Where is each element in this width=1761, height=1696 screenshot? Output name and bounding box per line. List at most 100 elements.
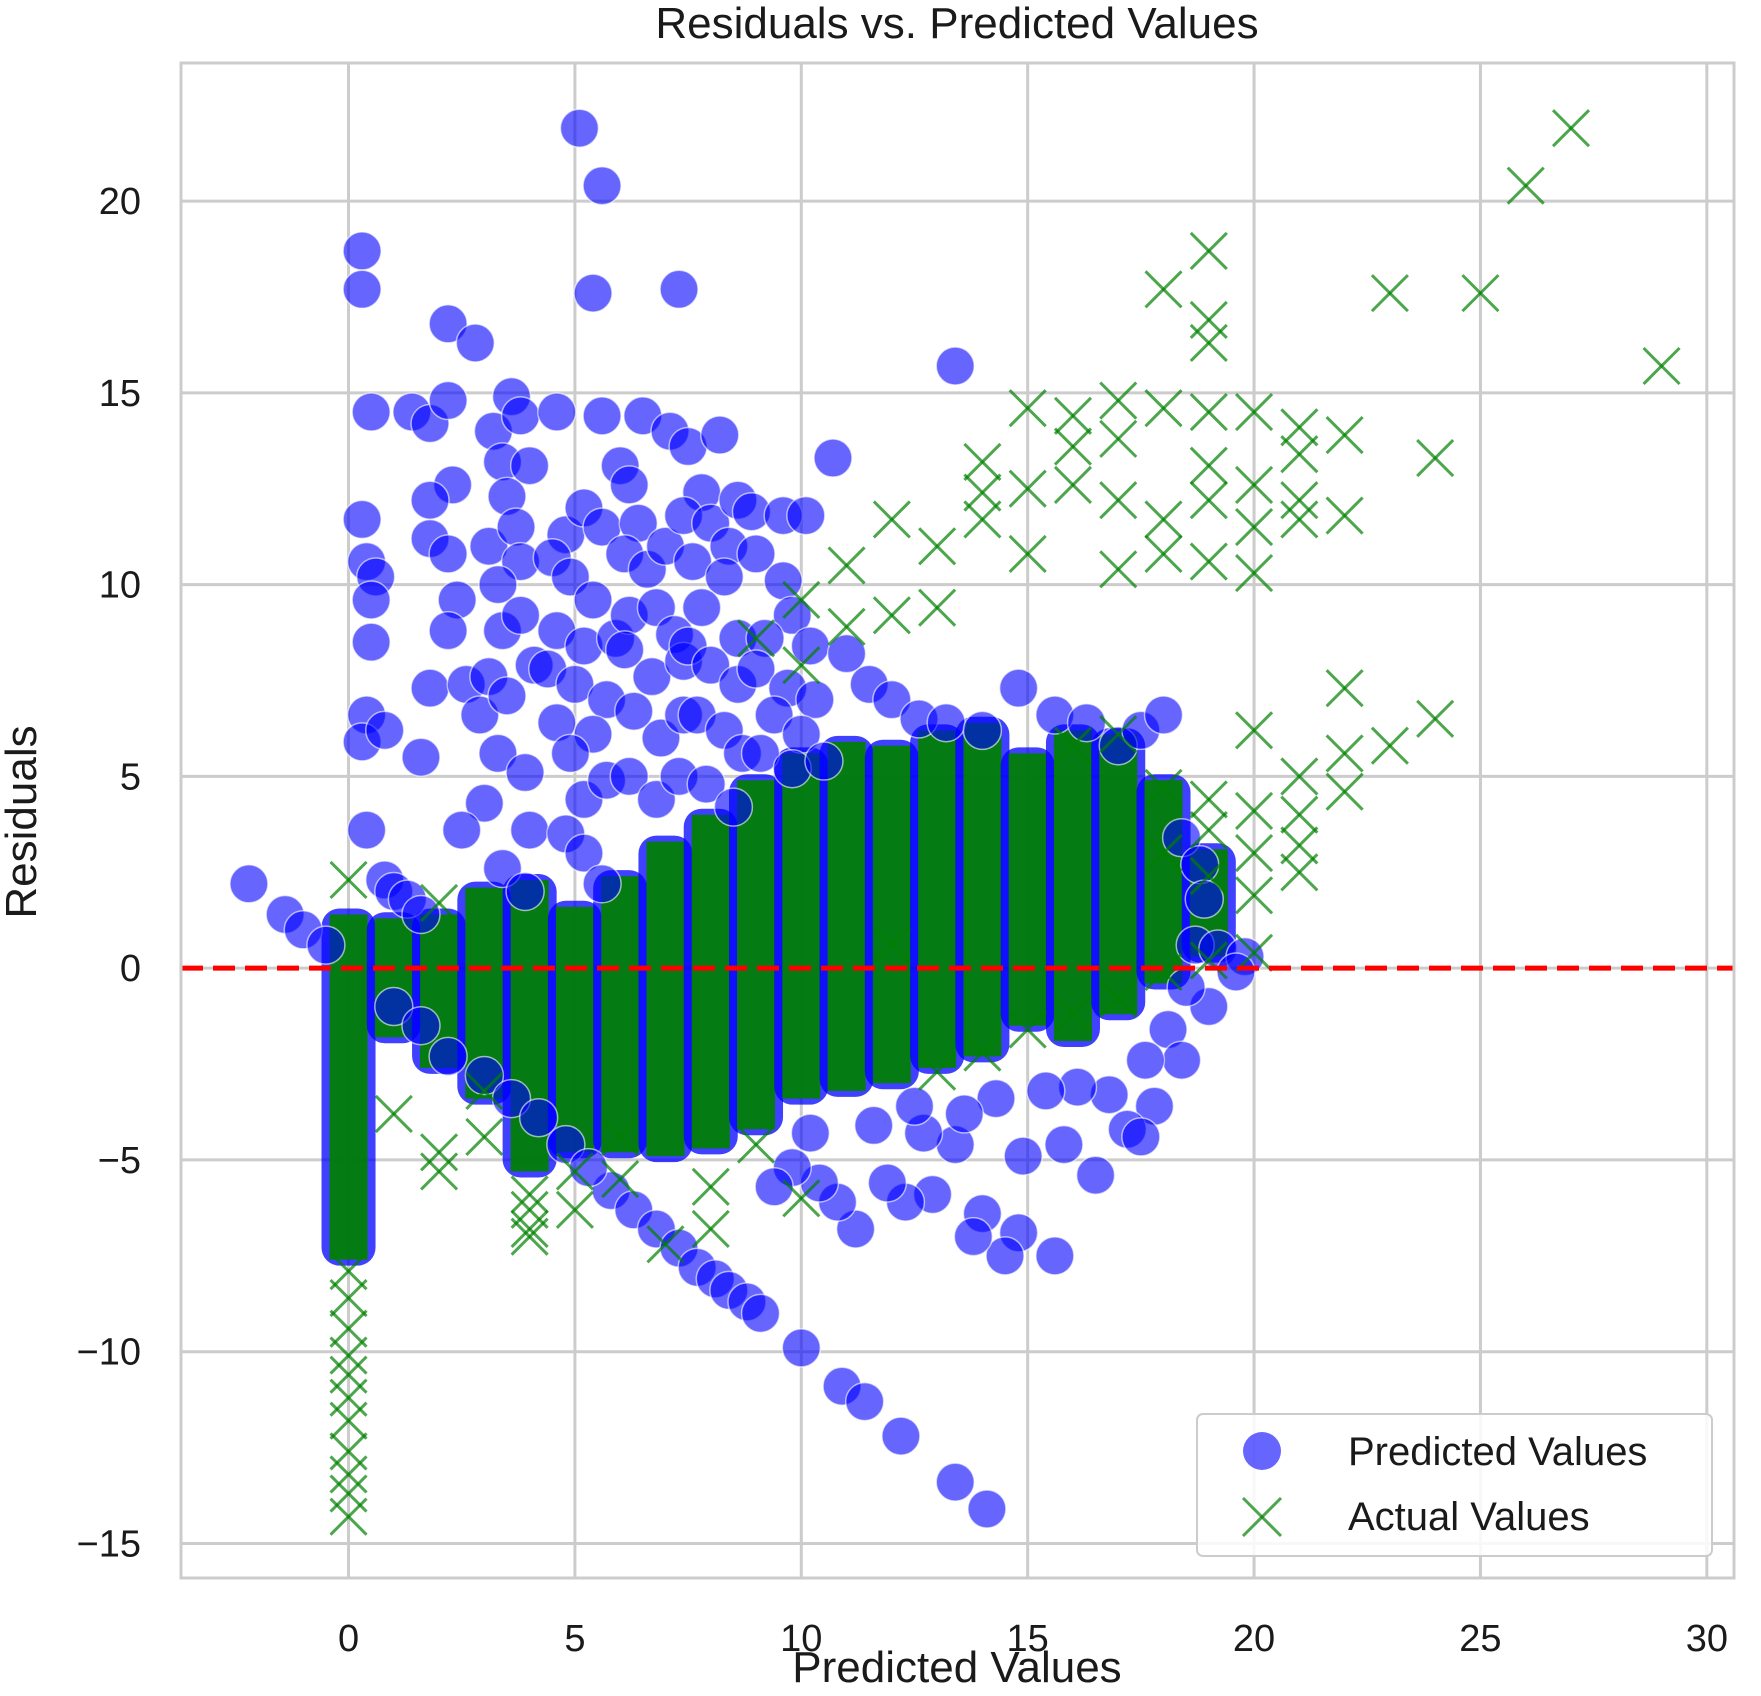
predicted-point — [700, 415, 740, 455]
actual-point — [1144, 270, 1183, 309]
actual-point-stroke — [1325, 772, 1364, 811]
actual-point-stroke — [329, 1455, 368, 1494]
y-tick-label: −5 — [98, 1140, 141, 1182]
actual-point — [1506, 166, 1545, 205]
predicted-point — [754, 695, 794, 735]
actual-point — [1325, 415, 1364, 455]
actual-point-stroke — [963, 473, 1002, 512]
actual-column-band — [601, 876, 640, 1153]
actual-point — [1099, 481, 1138, 520]
predicted-point — [686, 764, 726, 804]
actual-point-stroke — [329, 1401, 368, 1440]
actual-point-stroke — [1280, 408, 1319, 447]
actual-point-stroke — [1189, 446, 1228, 485]
predicted-point — [1026, 1071, 1066, 1111]
actual-point — [872, 926, 911, 965]
actual-point-stroke — [1008, 534, 1047, 573]
legend-box — [1196, 1413, 1713, 1557]
actual-point-stroke — [1551, 109, 1591, 148]
actual-column-band — [827, 741, 866, 1091]
actual-point — [1325, 734, 1364, 773]
predicted-point — [428, 610, 468, 651]
predicted-point — [740, 1293, 781, 1334]
actual-point-stroke — [1099, 550, 1138, 589]
predicted-point — [786, 495, 826, 536]
actual-point — [1280, 408, 1319, 447]
predicted-point — [351, 580, 391, 620]
actual-point-stroke — [782, 580, 821, 620]
actual-point — [691, 1167, 730, 1206]
actual-point-stroke — [329, 860, 368, 900]
actual-point — [329, 1455, 368, 1494]
predicted-point — [351, 392, 391, 432]
predicted-point — [962, 710, 1003, 751]
predicted-point — [460, 695, 500, 735]
predicted-point — [681, 587, 722, 628]
actual-point — [646, 1225, 685, 1264]
actual-point — [1189, 481, 1228, 520]
actual-point — [329, 1278, 368, 1318]
legend-actual-marker — [1241, 1496, 1283, 1538]
predicted-point — [410, 668, 450, 708]
actual-point — [1461, 274, 1500, 313]
actual-point — [1144, 952, 1183, 992]
actual-point — [736, 619, 776, 658]
predicted-point — [1044, 1124, 1084, 1165]
actual-point-stroke — [918, 1052, 957, 1091]
predicted-point — [464, 783, 505, 823]
actual-point — [1325, 496, 1364, 535]
actual-point-stroke — [1144, 952, 1183, 992]
actual-point-stroke — [1099, 979, 1138, 1018]
predicted-point — [518, 1097, 559, 1138]
actual-point — [1189, 446, 1228, 485]
x-tick-label: 15 — [1007, 1618, 1049, 1660]
actual-point — [1099, 979, 1138, 1018]
predicted-point — [487, 676, 527, 716]
predicted-point — [713, 787, 754, 827]
predicted-point — [342, 269, 382, 310]
actual-point — [1053, 427, 1093, 466]
actual-point-stroke — [691, 1167, 730, 1206]
predicted-point — [672, 541, 713, 582]
actual-point — [1325, 772, 1364, 811]
predicted-point — [1179, 844, 1220, 885]
actual-point — [691, 1209, 730, 1249]
actual-point — [1235, 508, 1274, 547]
actual-point — [1280, 795, 1319, 834]
predicted-point — [428, 304, 468, 344]
actual-point-stroke — [1099, 419, 1138, 458]
actual-point — [1280, 481, 1319, 520]
actual-point — [1189, 542, 1228, 581]
actual-point-stroke — [1189, 857, 1228, 896]
predicted-point — [537, 392, 577, 432]
predicted-point — [926, 702, 966, 743]
actual-point-stroke — [1008, 469, 1047, 508]
actual-point-stroke — [963, 500, 1002, 539]
actual-point — [1099, 550, 1138, 589]
actual-point-stroke — [1099, 381, 1138, 420]
actual-column-band — [646, 841, 685, 1157]
x-axis-label: Predicted Values — [792, 1643, 1121, 1692]
actual-point-stroke — [329, 1309, 368, 1348]
predicted-point — [632, 656, 672, 697]
actual-point — [872, 596, 911, 635]
actual-point-stroke — [1416, 699, 1455, 738]
predicted-point — [1161, 1040, 1202, 1080]
actual-point-stroke — [420, 1133, 459, 1172]
actual-point — [1235, 834, 1274, 873]
actual-point — [1280, 826, 1319, 865]
predicted-point — [935, 346, 975, 386]
actual-point-stroke — [510, 1175, 549, 1214]
actual-point — [1370, 274, 1409, 313]
actual-point — [1144, 500, 1183, 539]
actual-point — [1053, 995, 1093, 1034]
predicted-point — [342, 231, 382, 271]
legend-predicted-marker — [1243, 1432, 1281, 1470]
predicted-point — [740, 733, 781, 774]
actual-point-stroke — [1416, 438, 1455, 478]
actual-point — [1008, 389, 1047, 428]
actual-point-stroke — [1189, 481, 1228, 520]
actual-point-stroke — [555, 1190, 594, 1229]
actual-point-stroke — [1144, 534, 1183, 573]
actual-point-stroke — [510, 1190, 549, 1229]
